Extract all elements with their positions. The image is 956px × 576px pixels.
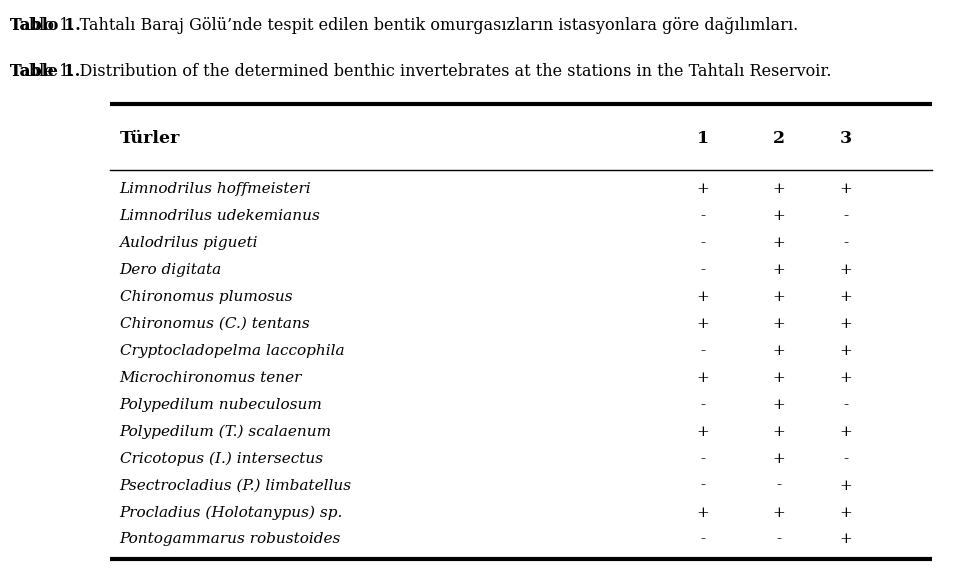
- Text: Polypedilum (T.) scalaenum: Polypedilum (T.) scalaenum: [120, 425, 332, 439]
- Text: Tablo 1.: Tablo 1.: [10, 17, 80, 35]
- Text: +: +: [839, 182, 853, 196]
- Text: +: +: [772, 236, 786, 250]
- Text: +: +: [696, 506, 709, 520]
- Text: Limnodrilus hoffmeisteri: Limnodrilus hoffmeisteri: [120, 182, 311, 196]
- Text: Procladius (Holotanypus) sp.: Procladius (Holotanypus) sp.: [120, 505, 343, 520]
- Text: -: -: [843, 236, 849, 250]
- Text: +: +: [839, 371, 853, 385]
- Text: -: -: [700, 532, 706, 547]
- Text: +: +: [696, 290, 709, 304]
- Text: Aulodrilus pigueti: Aulodrilus pigueti: [120, 236, 258, 250]
- Text: -: -: [700, 263, 706, 277]
- Text: -: -: [776, 532, 782, 547]
- Text: +: +: [839, 317, 853, 331]
- Text: 1: 1: [697, 130, 708, 147]
- Text: Polypedilum nubeculosum: Polypedilum nubeculosum: [120, 398, 322, 412]
- Text: +: +: [839, 425, 853, 439]
- Text: +: +: [839, 263, 853, 277]
- Text: +: +: [839, 344, 853, 358]
- Text: -: -: [700, 398, 706, 412]
- Text: +: +: [696, 317, 709, 331]
- Text: +: +: [839, 479, 853, 492]
- Text: +: +: [839, 532, 853, 547]
- Text: 3: 3: [840, 130, 852, 147]
- Text: +: +: [772, 263, 786, 277]
- Text: -: -: [843, 452, 849, 465]
- Text: Microchironomus tener: Microchironomus tener: [120, 371, 302, 385]
- Text: -: -: [700, 209, 706, 223]
- Text: Türler: Türler: [120, 130, 180, 147]
- Text: Limnodrilus udekemianus: Limnodrilus udekemianus: [120, 209, 320, 223]
- Text: Chironomus (C.) tentans: Chironomus (C.) tentans: [120, 317, 309, 331]
- Text: Dero digitata: Dero digitata: [120, 263, 222, 277]
- Text: -: -: [700, 479, 706, 492]
- Text: +: +: [772, 209, 786, 223]
- Text: +: +: [772, 398, 786, 412]
- Text: -: -: [700, 344, 706, 358]
- Text: -: -: [700, 452, 706, 465]
- Text: +: +: [772, 452, 786, 465]
- Text: Pontogammarus robustoides: Pontogammarus robustoides: [120, 532, 341, 547]
- Text: +: +: [772, 290, 786, 304]
- Text: +: +: [696, 425, 709, 439]
- Text: +: +: [839, 506, 853, 520]
- Text: Psectrocladius (P.) limbatellus: Psectrocladius (P.) limbatellus: [120, 479, 352, 492]
- Text: -: -: [843, 398, 849, 412]
- Text: +: +: [696, 371, 709, 385]
- Text: +: +: [839, 290, 853, 304]
- Text: Table 1. Distribution of the determined benthic invertebrates at the stations in: Table 1. Distribution of the determined …: [10, 63, 831, 81]
- Text: -: -: [843, 209, 849, 223]
- Text: 2: 2: [773, 130, 785, 147]
- Text: +: +: [772, 506, 786, 520]
- Text: Cryptocladopelma laccophila: Cryptocladopelma laccophila: [120, 344, 344, 358]
- Text: -: -: [700, 236, 706, 250]
- Text: +: +: [772, 182, 786, 196]
- Text: +: +: [772, 425, 786, 439]
- Text: +: +: [696, 182, 709, 196]
- Text: +: +: [772, 344, 786, 358]
- Text: Cricotopus (I.) intersectus: Cricotopus (I.) intersectus: [120, 452, 322, 466]
- Text: -: -: [776, 479, 782, 492]
- Text: Tablo 1. Tahtalı Baraj Gölü’nde tespit edilen bentik omurgasızların istasyonlara: Tablo 1. Tahtalı Baraj Gölü’nde tespit e…: [10, 17, 798, 35]
- Text: Chironomus plumosus: Chironomus plumosus: [120, 290, 293, 304]
- Text: +: +: [772, 317, 786, 331]
- Text: +: +: [772, 371, 786, 385]
- Text: Table 1.: Table 1.: [10, 63, 79, 81]
